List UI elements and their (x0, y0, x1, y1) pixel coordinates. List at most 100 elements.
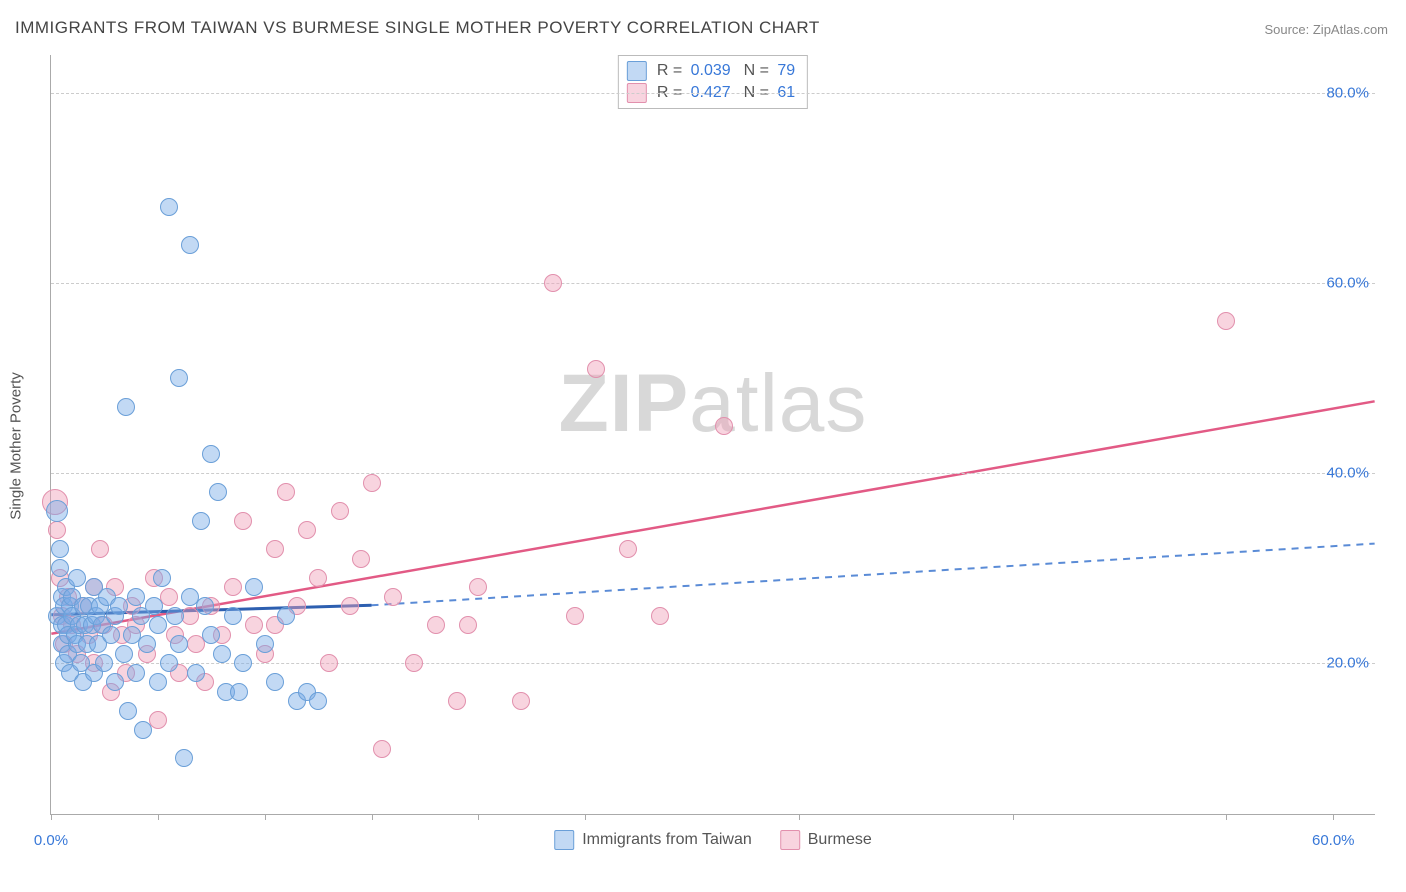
scatter-point-pink (266, 540, 284, 558)
scatter-point-pink (363, 474, 381, 492)
y-tick-label: 20.0% (1326, 655, 1369, 672)
x-tick (1333, 814, 1334, 820)
scatter-point-pink (245, 616, 263, 634)
scatter-point-blue (145, 597, 163, 615)
x-tick-label: 60.0% (1312, 832, 1355, 849)
gridline (51, 473, 1375, 474)
scatter-point-blue (110, 597, 128, 615)
y-tick-label: 80.0% (1326, 85, 1369, 102)
scatter-point-pink (320, 654, 338, 672)
scatter-point-blue (102, 626, 120, 644)
scatter-point-pink (544, 274, 562, 292)
stat-label: R = 0.039 N = 79 (657, 62, 799, 80)
scatter-point-blue (213, 645, 231, 663)
x-tick (158, 814, 159, 820)
scatter-point-blue (153, 569, 171, 587)
watermark-rest: atlas (689, 358, 867, 449)
x-tick (265, 814, 266, 820)
scatter-point-blue (134, 721, 152, 739)
scatter-point-blue (95, 654, 113, 672)
scatter-point-blue (46, 500, 68, 522)
scatter-point-pink (224, 578, 242, 596)
x-tick-label: 0.0% (34, 832, 68, 849)
legend-item: Immigrants from Taiwan (554, 830, 752, 850)
scatter-point-pink (587, 360, 605, 378)
watermark: ZIPatlas (559, 357, 868, 451)
x-tick (372, 814, 373, 820)
trendlines-layer (51, 55, 1375, 814)
x-tick (51, 814, 52, 820)
scatter-point-blue (224, 607, 242, 625)
scatter-point-blue (51, 540, 69, 558)
legend-swatch-pink (780, 830, 800, 850)
scatter-point-pink (566, 607, 584, 625)
scatter-point-blue (234, 654, 252, 672)
scatter-point-pink (715, 417, 733, 435)
scatter-point-blue (181, 236, 199, 254)
scatter-point-pink (512, 692, 530, 710)
scatter-point-pink (373, 740, 391, 758)
x-tick (1013, 814, 1014, 820)
series-legend: Immigrants from Taiwan Burmese (554, 830, 872, 850)
scatter-point-blue (202, 445, 220, 463)
scatter-point-pink (309, 569, 327, 587)
scatter-point-pink (341, 597, 359, 615)
chart-title: IMMIGRANTS FROM TAIWAN VS BURMESE SINGLE… (15, 18, 820, 38)
scatter-point-blue (277, 607, 295, 625)
y-tick-label: 60.0% (1326, 275, 1369, 292)
scatter-point-blue (68, 569, 86, 587)
scatter-point-blue (202, 626, 220, 644)
scatter-point-blue (192, 512, 210, 530)
gridline (51, 93, 1375, 94)
stat-r-value: 0.039 (691, 62, 731, 79)
scatter-point-blue (175, 749, 193, 767)
scatter-point-pink (1217, 312, 1235, 330)
scatter-point-blue (149, 616, 167, 634)
source-attribution: Source: ZipAtlas.com (1264, 22, 1388, 37)
scatter-point-blue (196, 597, 214, 615)
scatter-point-pink (459, 616, 477, 634)
stats-legend-row: R = 0.039 N = 79 (627, 60, 799, 82)
scatter-point-blue (160, 198, 178, 216)
scatter-point-blue (266, 673, 284, 691)
legend-label: Burmese (808, 831, 872, 849)
scatter-point-pink (298, 521, 316, 539)
stats-legend: R = 0.039 N = 79 R = 0.427 N = 61 (618, 55, 808, 109)
scatter-point-blue (127, 664, 145, 682)
scatter-point-pink (352, 550, 370, 568)
x-tick (478, 814, 479, 820)
scatter-point-pink (448, 692, 466, 710)
scatter-point-pink (619, 540, 637, 558)
scatter-point-blue (166, 607, 184, 625)
x-tick (1226, 814, 1227, 820)
legend-item: Burmese (780, 830, 872, 850)
legend-swatch-blue (554, 830, 574, 850)
watermark-bold: ZIP (559, 358, 690, 449)
scatter-point-pink (651, 607, 669, 625)
scatter-point-blue (138, 635, 156, 653)
chart-container: IMMIGRANTS FROM TAIWAN VS BURMESE SINGLE… (0, 0, 1406, 892)
scatter-point-blue (245, 578, 263, 596)
scatter-point-pink (48, 521, 66, 539)
legend-swatch-blue (627, 61, 647, 81)
scatter-point-blue (115, 645, 133, 663)
scatter-point-blue (309, 692, 327, 710)
y-axis-label: Single Mother Poverty (8, 372, 25, 520)
x-tick (799, 814, 800, 820)
scatter-point-pink (469, 578, 487, 596)
scatter-point-blue (160, 654, 178, 672)
x-tick (585, 814, 586, 820)
scatter-point-blue (51, 559, 69, 577)
y-tick-label: 40.0% (1326, 465, 1369, 482)
scatter-point-blue (170, 635, 188, 653)
scatter-point-blue (187, 664, 205, 682)
scatter-point-blue (106, 673, 124, 691)
scatter-point-pink (91, 540, 109, 558)
scatter-point-pink (234, 512, 252, 530)
stat-n-value: 79 (777, 62, 795, 79)
scatter-point-blue (119, 702, 137, 720)
scatter-point-blue (149, 673, 167, 691)
scatter-point-blue (127, 588, 145, 606)
scatter-point-pink (277, 483, 295, 501)
scatter-point-blue (230, 683, 248, 701)
